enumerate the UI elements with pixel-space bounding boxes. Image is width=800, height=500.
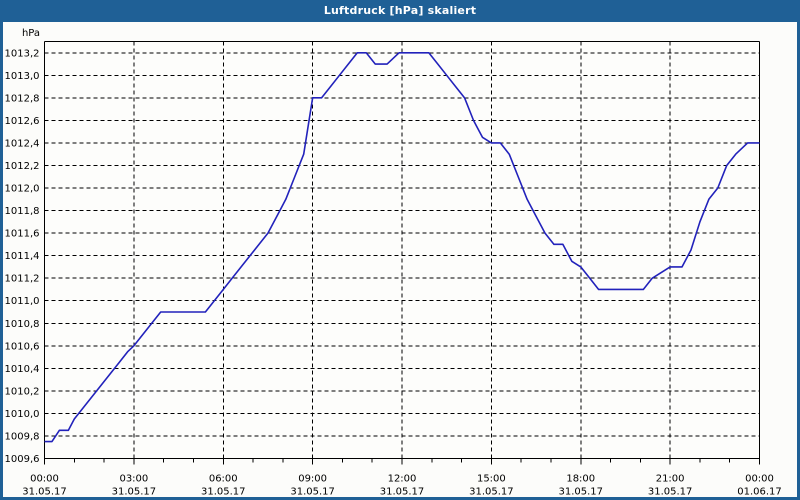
window-border-left [0,22,3,497]
y-axis-tick-label: 1012,4 [5,138,40,149]
y-axis-tick-label: 1011,0 [5,296,40,307]
window-title-bar: Luftdruck [hPa] skaliert [0,0,800,22]
x-axis-time-label: 06:00 [209,474,238,485]
y-axis-tick-label: 1010,8 [5,319,40,330]
y-axis-tick-label: 1010,4 [5,364,40,375]
x-axis-date-label: 31.05.17 [558,487,603,498]
y-axis-tick-label: 1011,6 [5,229,40,240]
y-axis-tick-label: 1009,6 [5,454,40,465]
x-axis-time-label: 21:00 [656,474,685,485]
x-axis-tick-labels: 00:00 31.05.17 03:00 31.05.17 06:00 31.05.17 0… [22,474,782,498]
window-border-bottom [0,497,800,500]
y-axis-tick-label: 1010,0 [5,409,40,420]
x-axis-time-label: 03:00 [119,474,148,485]
window-border-right [797,22,800,497]
y-axis-tick-label: 1010,6 [5,341,40,352]
x-axis-time-label: 18:00 [566,474,595,485]
y-axis-tick-label: 1011,8 [5,206,40,217]
y-axis-tick-label: 1013,2 [5,48,40,59]
x-axis-time-label: 00:00 [30,474,59,485]
y-axis-tick-label: 1011,4 [5,251,40,262]
x-axis-date-label: 31.05.17 [469,487,514,498]
x-axis-time-label: 00:00 [745,474,774,485]
x-axis-date-label: 01.06.17 [737,487,782,498]
y-axis-tick-label: 1012,2 [5,161,40,172]
y-axis-unit-label: hPa [22,28,40,39]
y-axis-tick-label: 1012,0 [5,184,40,195]
x-axis-date-label: 31.05.17 [290,487,335,498]
y-axis-tick-label: 1011,2 [5,274,40,285]
plot-axis-frame [43,40,761,460]
x-axis-date-label: 31.05.17 [112,487,157,498]
y-axis-tick-label: 1012,6 [5,116,40,127]
pressure-line-chart: 1013,2 1013,0 1012,8 1012,6 1012,4 1012,2 1012… [5,28,782,498]
x-axis-date-label: 31.05.17 [201,487,246,498]
x-axis-date-label: 31.05.17 [380,487,425,498]
y-axis-tick-label: 1010,2 [5,386,40,397]
x-axis-time-label: 15:00 [477,474,506,485]
y-axis-tick-labels: 1013,2 1013,0 1012,8 1012,6 1012,4 1012,2 1012… [5,48,40,465]
x-axis-time-label: 12:00 [388,474,417,485]
page-title: Luftdruck [hPa] skaliert [323,4,477,17]
x-axis-tick-marks [44,458,760,465]
x-axis-time-label: 09:00 [298,474,327,485]
x-axis-date-label: 31.05.17 [22,487,67,498]
x-axis-date-label: 31.05.17 [648,487,693,498]
pressure-series-line [44,51,760,443]
y-axis-tick-label: 1013,0 [5,71,40,82]
y-axis-tick-label: 1012,8 [5,93,40,104]
y-axis-tick-label: 1009,8 [5,431,40,442]
